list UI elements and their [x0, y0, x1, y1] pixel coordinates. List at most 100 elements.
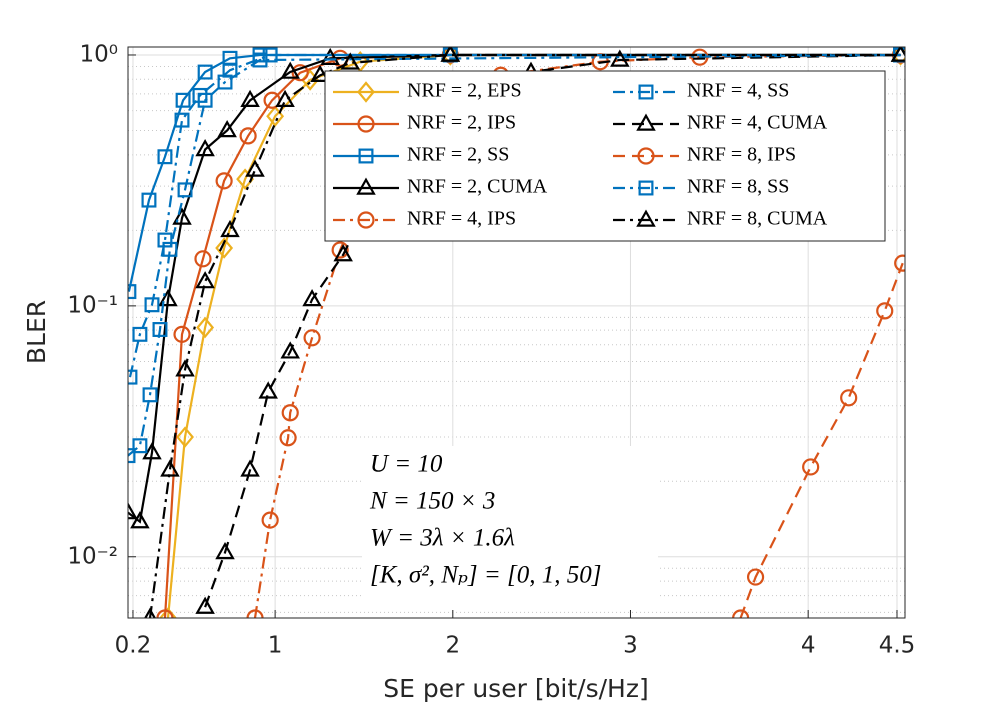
marker	[144, 297, 160, 313]
marker	[440, 47, 461, 62]
marker	[128, 369, 138, 385]
marker	[195, 271, 215, 289]
y-tick-label: 10⁻²	[67, 543, 118, 569]
marker	[156, 609, 174, 618]
legend: NRF = 2, EPS NRF = 2, IPS NRF = 2, SS NRF =…	[324, 70, 886, 242]
marker	[157, 149, 173, 165]
marker	[358, 148, 374, 164]
marker	[215, 542, 235, 560]
marker	[130, 511, 150, 529]
marker	[144, 607, 156, 618]
marker	[197, 92, 213, 108]
marker	[141, 192, 157, 208]
marker	[333, 244, 353, 262]
legend-label: NRF = 4, SS	[687, 80, 789, 102]
marker	[258, 381, 278, 399]
series-line	[128, 53, 901, 457]
marker	[246, 609, 264, 618]
marker	[240, 89, 260, 107]
marker	[162, 241, 178, 257]
marker	[281, 404, 299, 422]
marker	[195, 139, 215, 157]
marker	[142, 442, 162, 460]
marker	[876, 302, 894, 320]
marker	[173, 325, 191, 343]
annotation: [K, σ², Nₚ] = [0, 1, 50]	[370, 562, 601, 589]
marker	[303, 329, 321, 347]
annotation: U = 10	[370, 451, 443, 478]
marker	[128, 284, 137, 300]
legend-label: NRF = 2, IPS	[407, 112, 516, 134]
marker	[157, 232, 173, 248]
marker	[158, 289, 178, 307]
series-line	[128, 53, 901, 378]
legend-label: NRF = 8, SS	[687, 176, 789, 198]
marker	[638, 180, 654, 196]
x-tick-label: 2	[445, 633, 460, 659]
marker	[192, 87, 208, 103]
legend-label: NRF = 2, SS	[407, 144, 509, 166]
legend-label: NRF = 8, IPS	[687, 144, 796, 166]
marker	[280, 341, 300, 359]
marker	[175, 92, 191, 108]
annotations: U = 10 N = 150 × 3 W = 3λ × 1.6λ [K, σ², Nₚ…	[369, 451, 601, 589]
marker	[638, 84, 654, 100]
marker	[174, 112, 190, 128]
marker	[291, 64, 309, 82]
marker	[195, 596, 215, 614]
y-axis-label: BLER	[22, 300, 51, 364]
marker	[152, 322, 168, 337]
marker	[357, 81, 375, 103]
series-group	[128, 47, 905, 618]
legend-box	[324, 70, 886, 242]
marker	[732, 609, 750, 618]
marker	[310, 64, 330, 83]
marker	[142, 387, 158, 403]
marker	[891, 47, 905, 66]
marker	[340, 52, 361, 70]
marker	[217, 74, 233, 90]
marker	[220, 219, 240, 238]
marker	[176, 426, 194, 448]
marker	[331, 241, 349, 259]
marker	[128, 502, 138, 520]
marker	[196, 316, 215, 339]
marker	[320, 47, 340, 66]
x-tick-label: 4	[801, 633, 816, 659]
marker	[252, 52, 268, 68]
marker	[217, 120, 237, 138]
legend-label: NRF = 4, CUMA	[687, 112, 828, 134]
marker	[840, 389, 858, 407]
annotation: N = 150 × 3	[369, 488, 495, 515]
x-axis-label: SE per user [bit/s/Hz]	[383, 674, 648, 703]
x-tick-label: 1	[268, 633, 283, 659]
marker	[275, 89, 295, 107]
annotation: W = 3λ × 1.6λ	[370, 525, 515, 552]
marker	[636, 113, 656, 131]
marker	[132, 326, 148, 342]
marker	[128, 448, 136, 464]
marker	[636, 209, 656, 227]
series-line	[128, 53, 901, 524]
x-tick-label: 4.5	[879, 633, 916, 659]
marker	[132, 438, 148, 454]
legend-label: NRF = 4, IPS	[407, 208, 516, 230]
axes-box	[127, 46, 906, 619]
marker	[802, 458, 820, 476]
marker	[610, 49, 630, 67]
marker	[215, 237, 234, 259]
marker	[239, 127, 257, 145]
marker	[894, 254, 905, 272]
marker	[194, 250, 212, 268]
marker	[175, 359, 195, 377]
marker	[637, 147, 655, 165]
y-tick-label: 10⁻¹	[67, 292, 118, 318]
marker	[261, 511, 279, 529]
marker	[357, 211, 375, 229]
marker	[357, 115, 375, 133]
marker	[197, 64, 213, 80]
marker	[245, 159, 265, 177]
y-tick-label: 10⁰	[80, 41, 119, 67]
marker	[215, 172, 233, 190]
marker	[302, 289, 322, 307]
